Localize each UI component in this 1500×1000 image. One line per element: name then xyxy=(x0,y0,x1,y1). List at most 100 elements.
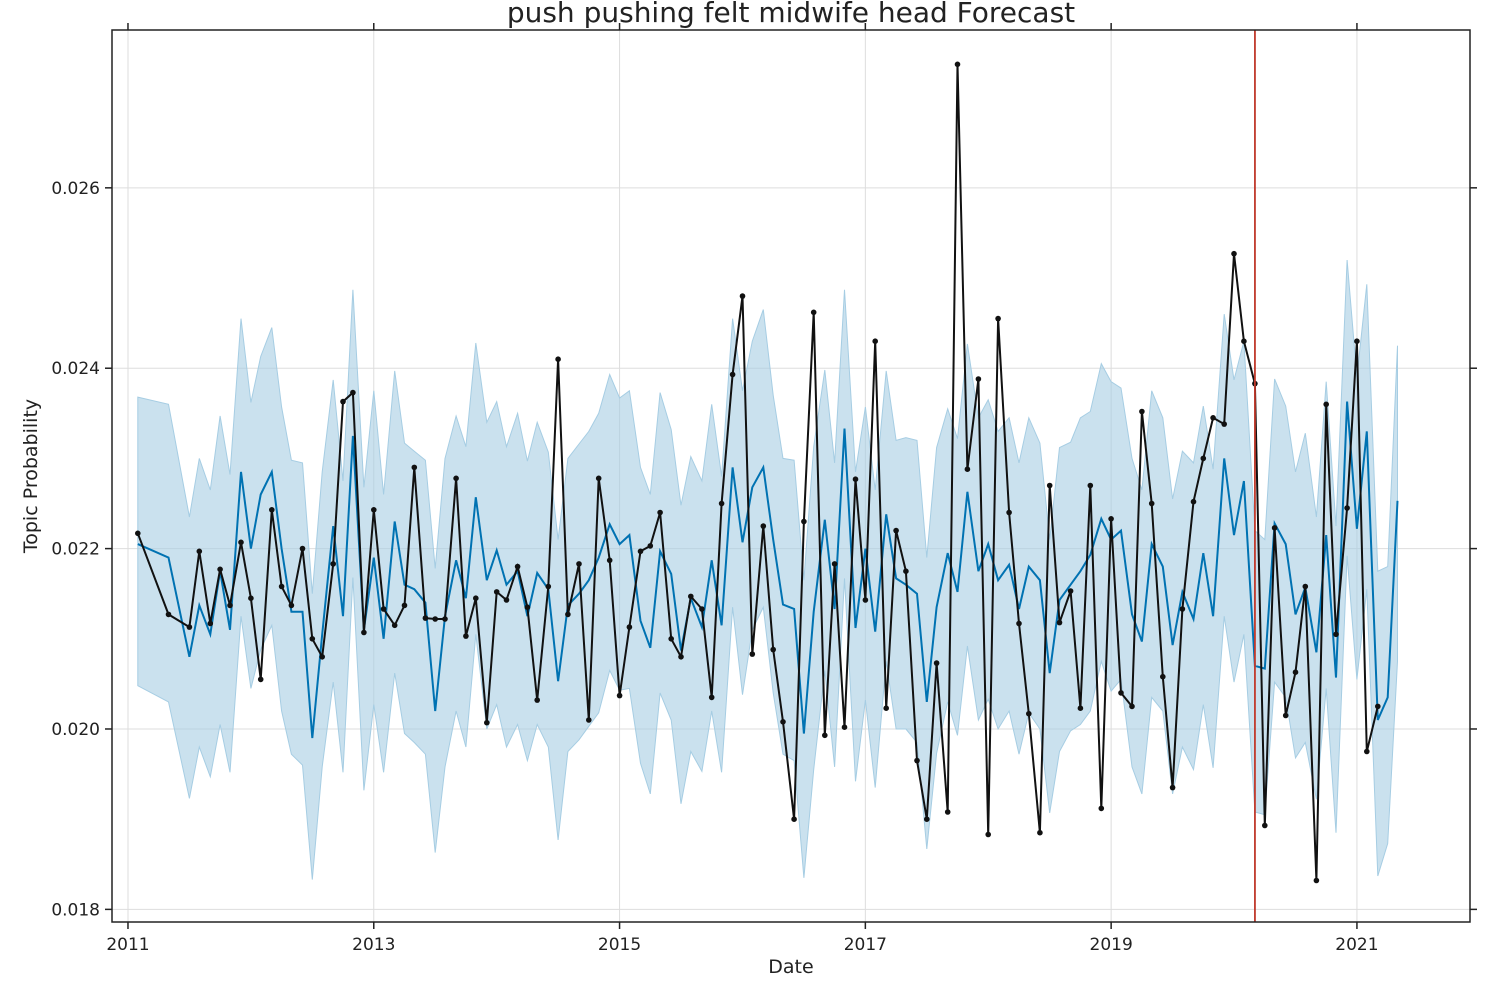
y-tick-label: 0.022 xyxy=(51,540,100,560)
actual-point xyxy=(1139,408,1145,415)
actual-point xyxy=(319,654,326,660)
actual-point xyxy=(1190,498,1197,505)
actual-point xyxy=(668,636,674,642)
actual-point xyxy=(586,717,592,723)
x-axis-title: Date xyxy=(768,956,813,978)
actual-point xyxy=(699,606,705,612)
axis-ticks: 2011 2013 2015 2017 2019 2021 0.018 0.020 0.022 0… xyxy=(51,23,1477,955)
actual-point xyxy=(1344,505,1350,511)
actual-point xyxy=(555,356,561,363)
actual-point xyxy=(401,602,408,609)
actual-point xyxy=(616,692,623,699)
actual-point xyxy=(995,315,1001,322)
actual-point xyxy=(595,475,602,482)
actual-point xyxy=(801,518,807,525)
actual-point xyxy=(299,545,306,552)
actual-point xyxy=(1313,877,1320,884)
actual-point xyxy=(1241,338,1247,345)
actual-point xyxy=(1067,588,1074,594)
actual-point xyxy=(739,293,746,299)
x-tick-label: 2015 xyxy=(598,935,641,955)
x-tick-label: 2011 xyxy=(106,935,149,955)
actual-point xyxy=(534,697,540,703)
forecast-series xyxy=(137,401,1399,739)
actual-point xyxy=(780,719,786,725)
actual-point xyxy=(626,624,633,630)
actual-point xyxy=(576,561,582,567)
actual-point xyxy=(1160,673,1166,680)
actual-point xyxy=(309,636,316,642)
x-tick-label: 2021 xyxy=(1335,935,1378,955)
actual-point xyxy=(678,654,684,660)
actual-point xyxy=(862,597,869,603)
actual-point xyxy=(1282,712,1289,719)
actual-point xyxy=(493,589,500,595)
actual-point xyxy=(1364,748,1370,755)
actual-point xyxy=(791,816,797,822)
actual-point xyxy=(1221,421,1227,427)
actual-point xyxy=(893,527,899,534)
actual-point xyxy=(380,606,387,612)
actual-point xyxy=(453,475,459,482)
y-tick-label: 0.026 xyxy=(51,179,100,199)
actual-point xyxy=(749,651,756,657)
actual-point xyxy=(442,616,448,622)
actual-point xyxy=(760,523,767,529)
actual-point xyxy=(207,620,214,627)
actual-point xyxy=(227,602,233,609)
actual-point xyxy=(350,389,356,396)
actual-point xyxy=(340,398,346,405)
plot-frame xyxy=(111,29,1471,923)
actual-point xyxy=(524,604,531,610)
actual-point xyxy=(1148,500,1155,507)
actual-point xyxy=(1098,805,1105,812)
actual-point xyxy=(545,583,552,590)
actual-point xyxy=(484,719,490,726)
actual-point xyxy=(852,476,859,483)
actual-point xyxy=(1016,620,1022,627)
actual-point xyxy=(165,611,172,618)
actual-point xyxy=(944,809,951,815)
actual-point xyxy=(1231,250,1237,257)
actual-point xyxy=(872,338,878,345)
actual-point xyxy=(238,539,244,546)
actual-point xyxy=(841,724,848,730)
actual-point xyxy=(288,602,295,609)
actual-point xyxy=(831,561,838,567)
actual-point xyxy=(411,464,418,471)
actual-point xyxy=(278,583,285,590)
actual-point xyxy=(1118,690,1124,696)
actual-point xyxy=(1200,455,1207,462)
actual-point xyxy=(186,624,193,630)
actual-point xyxy=(964,466,971,473)
y-tick-label: 0.018 xyxy=(51,900,100,920)
actual-point xyxy=(330,561,337,567)
actual-point xyxy=(1375,703,1381,710)
actual-point xyxy=(1056,619,1063,626)
actual-point xyxy=(1108,516,1114,522)
actual-point xyxy=(1292,669,1299,675)
actual-point xyxy=(1129,703,1135,710)
actual-point xyxy=(1333,631,1339,638)
actual-point xyxy=(1302,583,1309,590)
actual-point xyxy=(933,660,940,666)
actual-point xyxy=(361,629,367,636)
actual-point xyxy=(391,622,398,629)
actual-point xyxy=(729,371,736,378)
x-tick-label: 2013 xyxy=(352,935,395,955)
actual-point xyxy=(657,509,663,516)
actual-point xyxy=(135,530,141,537)
chart-title: push pushing felt midwife head Forecast xyxy=(507,0,1075,29)
actual-point xyxy=(1087,482,1094,489)
actual-point xyxy=(810,309,817,316)
actual-point xyxy=(1271,525,1278,531)
actual-point xyxy=(647,543,654,549)
actual-point xyxy=(371,507,377,513)
actual-point xyxy=(1210,415,1216,421)
actual-point xyxy=(565,611,571,618)
actual-point xyxy=(924,816,930,822)
actual-point xyxy=(718,500,725,507)
actual-point xyxy=(503,597,510,603)
x-tick-label: 2017 xyxy=(844,935,887,955)
